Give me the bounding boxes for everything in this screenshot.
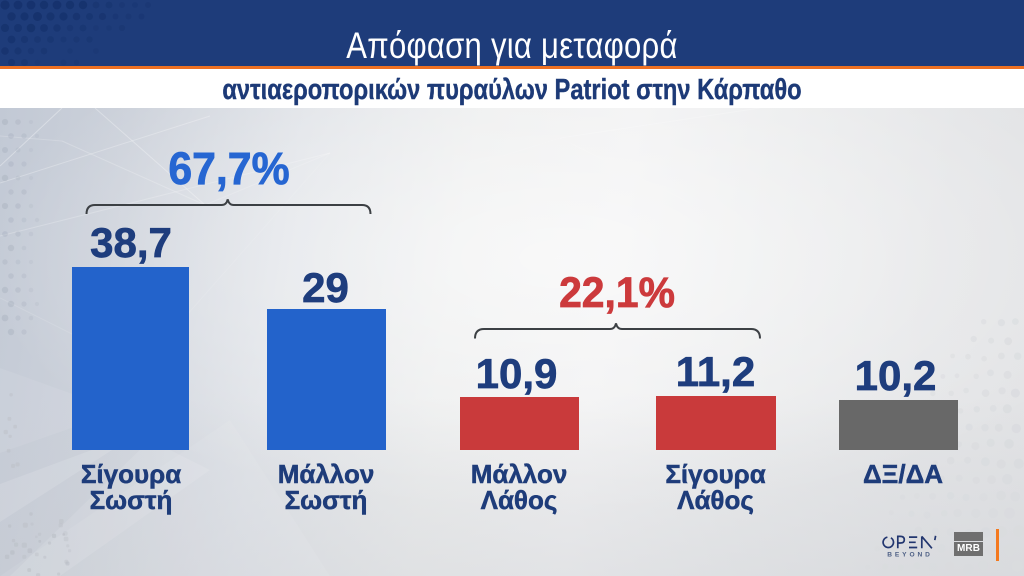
svg-text:BEYOND: BEYOND (887, 551, 933, 558)
